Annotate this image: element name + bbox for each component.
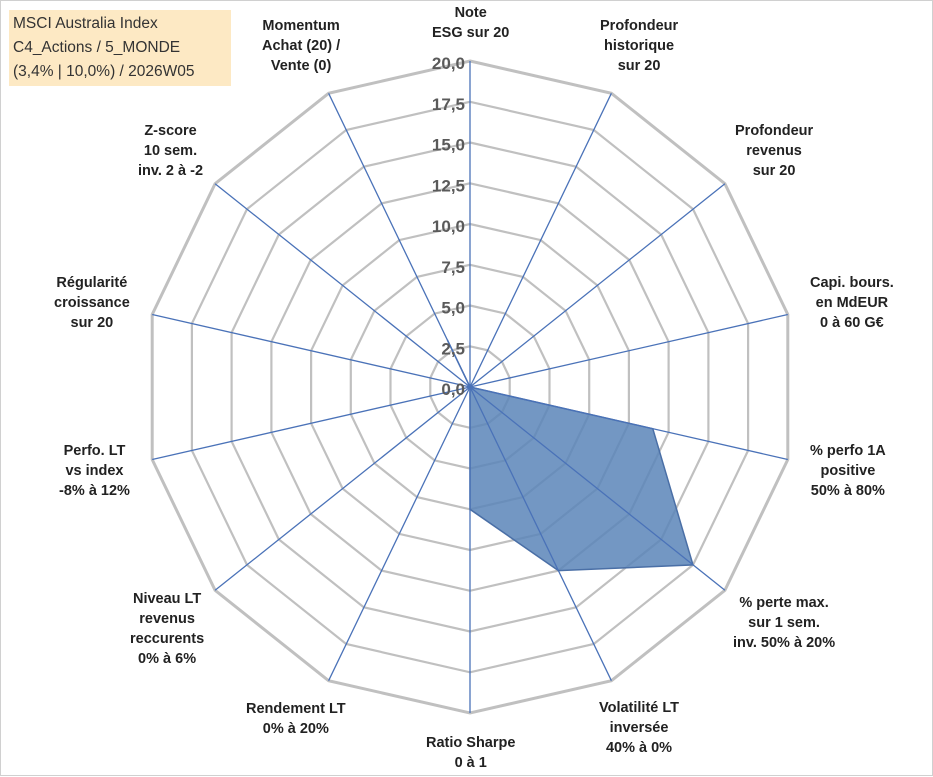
axis-label-line: Profondeur bbox=[600, 18, 679, 34]
axis-label-line: Capi. bours. bbox=[810, 275, 894, 291]
axis-label-line: 50% à 80% bbox=[810, 483, 885, 499]
axis-spoke bbox=[328, 93, 471, 388]
axis-spoke bbox=[328, 386, 471, 681]
axis-label-line: Profondeur bbox=[735, 123, 814, 139]
axis-label-line: inv. 50% à 20% bbox=[733, 635, 836, 651]
info-box-line-3: (3,4% | 10,0%) / 2026W05 bbox=[13, 63, 195, 80]
radial-tick-label: 12,5 bbox=[432, 176, 465, 195]
axis-label-line: Volatilité LT bbox=[599, 700, 680, 716]
axis-label-line: -8% à 12% bbox=[59, 483, 130, 499]
axis-label-line: Vente (0) bbox=[270, 58, 332, 74]
axis-label-line: % perte max. bbox=[739, 595, 829, 611]
axis-spoke bbox=[469, 386, 612, 681]
axis-label-line: vs index bbox=[65, 463, 124, 479]
axis-label-perfo-lt: Perfo. LT vs index -8% à 12% bbox=[59, 441, 130, 501]
axis-label-line: revenus bbox=[139, 611, 195, 627]
axis-label-line: historique bbox=[604, 38, 675, 54]
axis-label-perte-max: % perte max. sur 1 sem. inv. 50% à 20% bbox=[733, 593, 835, 653]
radial-tick-label: 2,5 bbox=[441, 339, 465, 358]
axis-label-regularite: Régularité croissance sur 20 bbox=[54, 273, 130, 333]
axis-label-momentum: Momentum Achat (20) / Vente (0) bbox=[262, 16, 340, 76]
axis-label-line: % perfo 1A bbox=[810, 443, 886, 459]
axis-spoke bbox=[469, 386, 788, 461]
axis-label-zscore: Z-score 10 sem. inv. 2 à -2 bbox=[138, 121, 203, 181]
info-box-line-1: MSCI Australia Index bbox=[13, 15, 158, 32]
axis-label-line: Ratio Sharpe bbox=[426, 735, 516, 751]
data-point bbox=[469, 386, 471, 388]
radial-tick-label: 17,5 bbox=[432, 95, 465, 114]
axis-label-rendement: Rendement LT 0% à 20% bbox=[246, 699, 346, 739]
radial-tick-label: 0,0 bbox=[441, 380, 465, 399]
data-point bbox=[469, 508, 471, 510]
axis-label-line: 0% à 20% bbox=[262, 721, 329, 737]
data-point bbox=[652, 428, 654, 430]
axis-label-perfo-1a: % perfo 1A positive 50% à 80% bbox=[810, 441, 886, 501]
axis-spoke bbox=[214, 183, 471, 388]
data-point bbox=[557, 570, 559, 572]
axis-label-line: sur 20 bbox=[70, 315, 114, 331]
axis-label-line: Rendement LT bbox=[246, 701, 346, 717]
axis-label-esg: Note ESG sur 20 bbox=[432, 3, 509, 43]
data-point bbox=[446, 339, 448, 341]
axis-label-niveau-rev: Niveau LT revenus reccurents 0% à 6% bbox=[130, 589, 204, 669]
axis-label-line: Achat (20) / bbox=[262, 38, 341, 54]
axis-label-line: 40% à 0% bbox=[605, 740, 673, 756]
axis-label-volat: Volatilité LT inversée 40% à 0% bbox=[599, 698, 679, 758]
axis-spoke bbox=[152, 386, 471, 461]
axis-label-line: inversée bbox=[609, 720, 669, 736]
axis-label-line: Régularité bbox=[56, 275, 128, 291]
radial-tick-label: 7,5 bbox=[441, 258, 465, 277]
axis-spoke bbox=[469, 386, 726, 591]
axis-label-capi: Capi. bours. en MdEUR 0 à 60 G€ bbox=[810, 273, 894, 333]
info-box: MSCI Australia Index C4_Actions / 5_MOND… bbox=[9, 10, 231, 86]
axis-spoke bbox=[469, 313, 788, 388]
axis-label-prof-rev: Profondeur revenus sur 20 bbox=[735, 121, 813, 181]
radial-tick-label: 20,0 bbox=[432, 54, 465, 73]
axis-spoke bbox=[214, 386, 471, 591]
axis-label-line: 0 à 60 G€ bbox=[820, 315, 884, 331]
axis-label-line: positive bbox=[820, 463, 876, 479]
axis-label-line: 0 à 1 bbox=[454, 755, 487, 771]
axis-label-line: revenus bbox=[746, 143, 802, 159]
axis-label-line: Momentum bbox=[262, 18, 340, 34]
axis-spoke bbox=[469, 183, 726, 388]
axis-label-prof-hist: Profondeur historique sur 20 bbox=[600, 16, 678, 76]
axis-label-line: sur 1 sem. bbox=[748, 615, 820, 631]
axis-spoke bbox=[152, 313, 471, 388]
info-box-line-2: C4_Actions / 5_MONDE bbox=[13, 39, 181, 56]
axis-label-line: en MdEUR bbox=[815, 295, 889, 311]
axis-label-line: Niveau LT bbox=[132, 591, 202, 607]
axis-label-line: sur 20 bbox=[617, 58, 661, 74]
radial-tick-label: 10,0 bbox=[432, 217, 465, 236]
axis-label-line: inv. 2 à -2 bbox=[138, 163, 204, 179]
axis-label-line: sur 20 bbox=[752, 163, 796, 179]
axis-label-line: Note bbox=[454, 5, 487, 21]
data-point bbox=[692, 564, 694, 566]
axis-label-line: 10 sem. bbox=[143, 143, 198, 159]
axis-label-line: 0% à 6% bbox=[138, 651, 197, 667]
axis-label-sharpe: Ratio Sharpe 0 à 1 bbox=[426, 733, 515, 773]
axis-label-line: croissance bbox=[54, 295, 130, 311]
radial-tick-label: 5,0 bbox=[441, 299, 465, 318]
axis-label-line: reccurents bbox=[130, 631, 205, 647]
axis-label-line: Perfo. LT bbox=[63, 443, 126, 459]
radial-tick-label: 15,0 bbox=[432, 136, 465, 155]
axis-spoke bbox=[469, 93, 612, 388]
axis-label-line: ESG sur 20 bbox=[432, 25, 510, 41]
axis-label-line: Z-score bbox=[144, 123, 197, 139]
